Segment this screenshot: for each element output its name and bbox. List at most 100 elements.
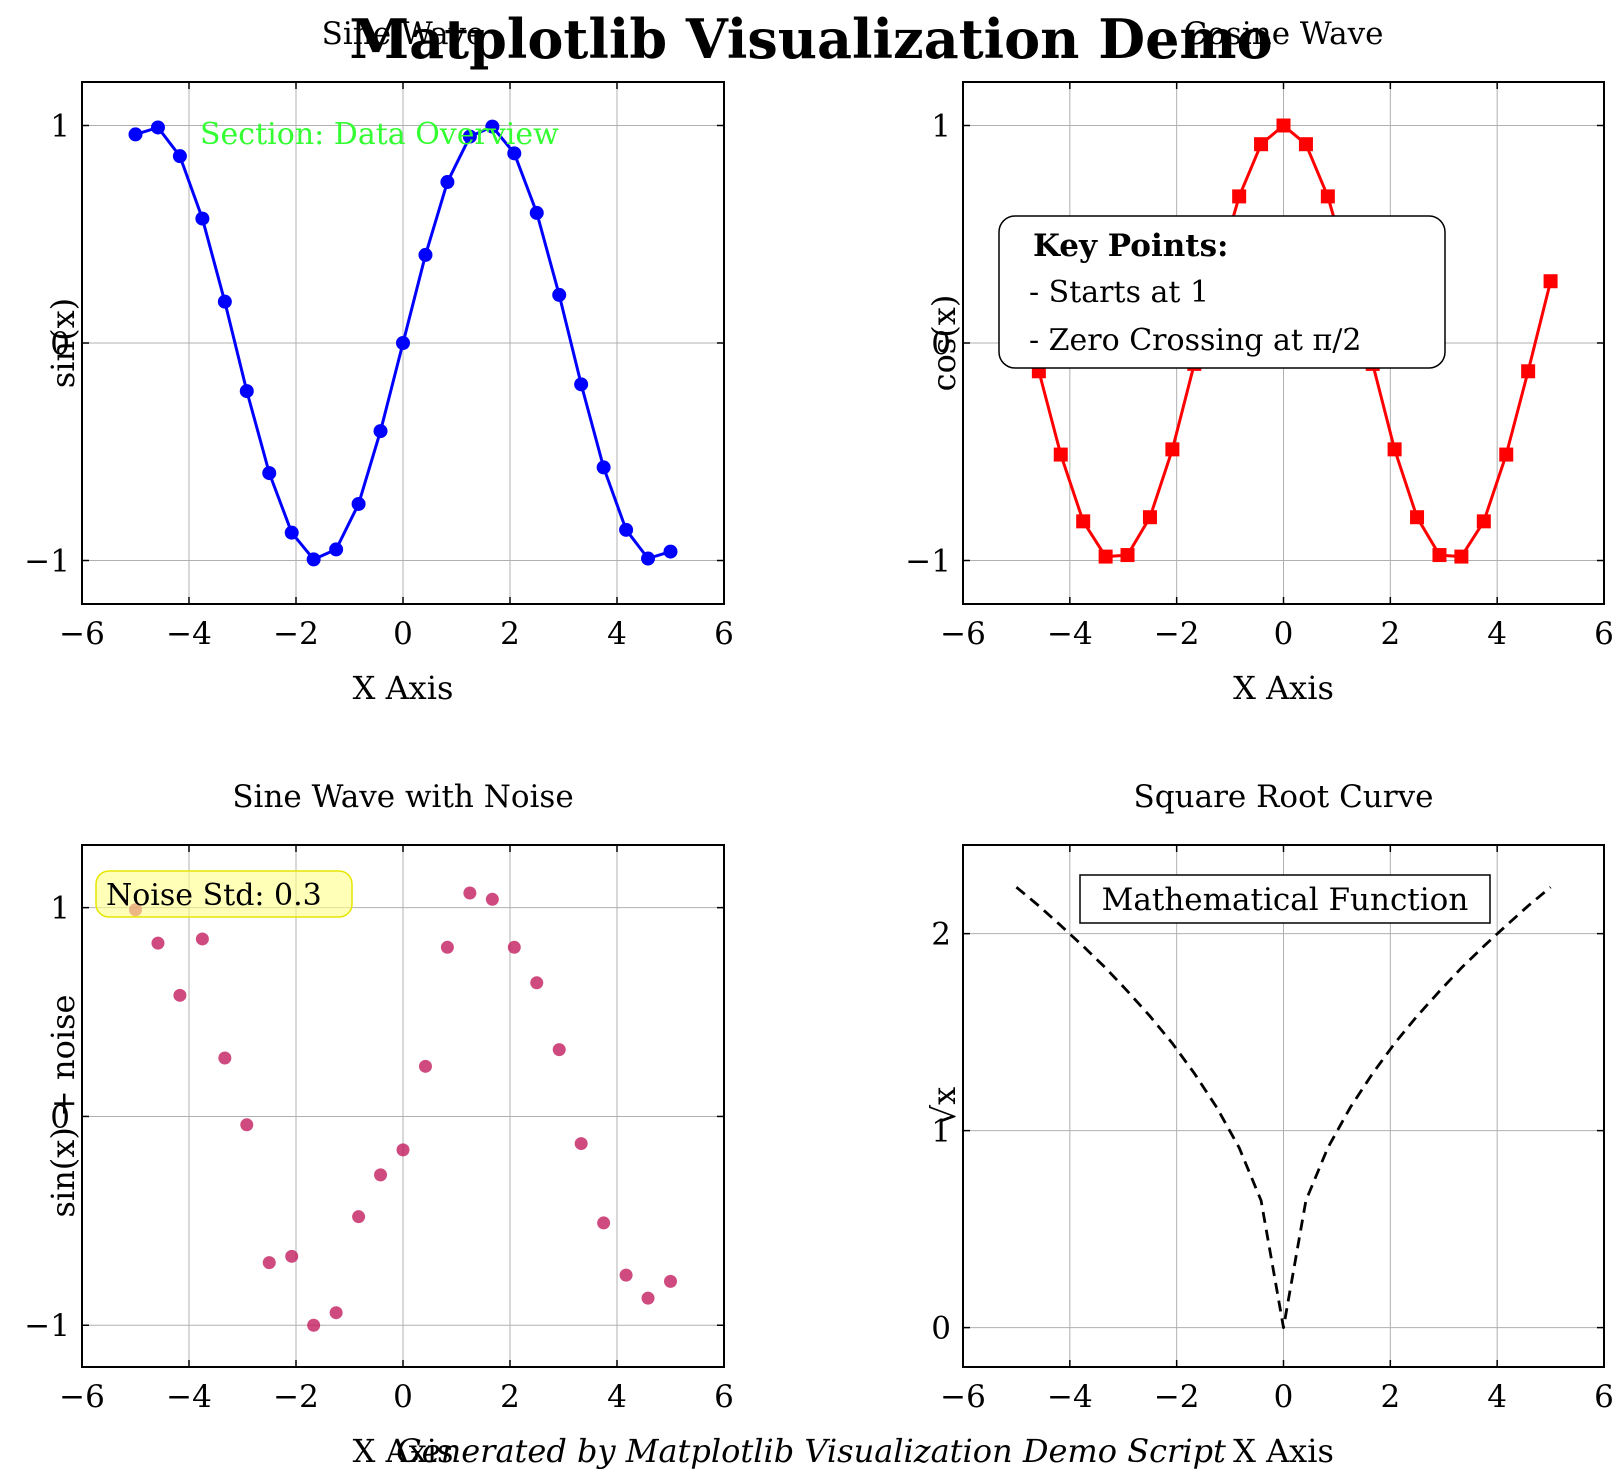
data-point [440,175,455,190]
data-point [552,1043,566,1057]
y-axis-label: sin(x) + noise [44,995,82,1218]
data-point [530,976,544,990]
data-point [1053,447,1068,462]
data-point [1098,549,1113,564]
x-tick-label: 4 [607,616,627,652]
y-axis-label: √x [925,1087,963,1125]
data-point [195,932,209,946]
x-tick-label: 6 [714,616,734,652]
x-tick-label: −6 [59,616,105,652]
annotation-heading: Key Points: [1033,228,1228,264]
data-point [351,496,366,511]
data-point [485,892,499,906]
y-axis-label: sin(x) [44,298,82,388]
annotation-box [1079,874,1491,924]
x-tick-label: −2 [273,1379,319,1415]
data-point [418,247,433,262]
annotation-box [998,215,1446,369]
x-tick-label: 0 [1274,1379,1294,1415]
x-tick-label: −4 [1047,1379,1093,1415]
y-tick-label: −1 [24,1308,70,1344]
chart-title: Cosine Wave [1184,16,1384,52]
data-point [151,936,165,950]
y-tick-label: 2 [931,917,951,953]
chart-panel-1: −6 −4 −2 0 2 4 6 −1 0 1 Sine Wave X Axis sin(x) Secti… [24,16,734,707]
data-point [262,1256,276,1270]
y-tick-label: 0 [931,1311,951,1347]
data-point [352,1210,366,1224]
data-point [1142,510,1157,525]
data-point [1298,137,1313,152]
data-point [1165,442,1180,457]
data-point [195,211,210,226]
data-point [239,384,254,399]
data-point [329,1306,343,1320]
x-tick-label: 6 [714,1379,734,1415]
x-tick-label: 4 [1487,1379,1507,1415]
y-tick-label: −1 [24,544,70,580]
data-point [462,129,477,144]
data-point [262,466,277,481]
x-tick-label: 0 [1274,616,1294,652]
data-point [217,294,232,309]
data-point [307,1318,321,1332]
x-tick-label: 0 [393,1379,413,1415]
y-tick-label: 1 [931,1114,951,1150]
x-tick-label: 2 [1380,1379,1400,1415]
data-point [396,336,410,350]
data-point [284,525,299,540]
data-point [529,205,544,220]
plot-frame [81,81,725,605]
x-tick-label: 4 [1487,616,1507,652]
data-point [396,1143,410,1157]
data-point [306,552,321,567]
x-tick-label: −4 [166,616,212,652]
chart-panel-3: −6 −4 −2 0 2 4 6 −1 0 1 Sine Wave with Noise X Axis… [24,779,734,1470]
x-axis-label: X Axis [353,1432,454,1470]
annotation-text: Mathematical Function [1102,882,1469,918]
chart-title: Square Root Curve [1134,779,1434,815]
x-tick-label: 4 [607,1379,627,1415]
x-axis-label: X Axis [353,669,454,707]
data-point [596,460,611,475]
x-tick-label: 0 [393,616,413,652]
x-tick-label: 2 [500,1379,520,1415]
x-tick-label: −4 [166,1379,212,1415]
x-tick-label: −2 [1154,616,1200,652]
annotation-line: - Zero Crossing at π/2 [1029,323,1361,358]
x-tick-label: 2 [1380,616,1400,652]
y-tick-label: 1 [50,891,70,927]
data-point [641,551,656,566]
data-point [240,1118,254,1132]
data-point [1387,442,1402,457]
annotation-text: Noise Std: 0.3 [106,878,322,913]
data-point [1543,274,1558,289]
data-point [619,522,634,537]
y-tick-label: 0 [50,326,70,362]
data-point [574,1137,588,1151]
y-tick-label: 1 [931,109,951,145]
x-axis-label: X Axis [1233,669,1334,707]
x-tick-label: 6 [1594,1379,1614,1415]
data-point [663,544,678,559]
data-point [1454,549,1469,564]
data-point [1320,189,1335,204]
x-axis-label: X Axis [1233,1432,1334,1470]
annotation-box [95,870,353,918]
data-point [1476,514,1491,529]
plot-frame [962,844,1605,1368]
chart-panel-2: −6 −4 −2 0 2 4 6 −1 0 1 Cosine Wave X Axis cos(x) Key… [905,16,1614,707]
x-tick-label: −6 [940,616,986,652]
data-point [507,146,522,161]
x-tick-label: −6 [59,1379,105,1415]
data-point [373,424,388,439]
chart-panel-4: −6 −4 −2 0 2 4 6 0 1 2 Square Root Curve X Axis √x Ma… [925,779,1614,1470]
figure-suptitle: Matplotlib Visualization Demo [349,7,1272,71]
data-point [641,1291,655,1305]
y-tick-label: 0 [931,326,951,362]
series-line [1015,886,1552,1329]
data-point [1232,189,1247,204]
data-point [128,127,143,142]
data-point [374,1168,388,1182]
